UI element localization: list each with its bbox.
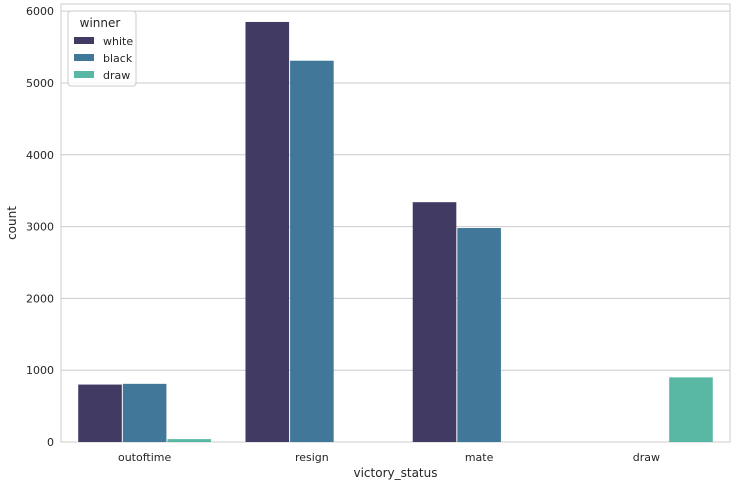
legend-swatch-black (74, 54, 94, 61)
legend-box (67, 10, 137, 87)
legend-swatch-draw (74, 71, 94, 78)
legend-label-draw: draw (103, 69, 130, 82)
bar-white-resign (245, 21, 290, 443)
y-tick-label: 5000 (26, 77, 54, 90)
y-axis-label: count (5, 206, 19, 240)
legend-items: white black draw (74, 35, 133, 82)
bar-black-outoftime (122, 383, 167, 442)
legend-swatch-white (74, 37, 94, 44)
y-tick-label: 4000 (26, 149, 54, 162)
legend-label-white: white (103, 35, 133, 48)
legend-title: winner (80, 16, 121, 30)
y-tick-label: 1000 (26, 364, 54, 377)
bar-draw-draw (669, 377, 713, 442)
x-tick-labels: outoftime resign mate draw (118, 451, 660, 464)
y-tick-label: 0 (47, 436, 54, 449)
bar-black-resign (290, 60, 334, 443)
x-axis-label: victory_status (354, 466, 438, 480)
y-tick-label: 2000 (26, 292, 54, 305)
x-tick-label: draw (633, 451, 660, 464)
legend: winner white black draw (67, 10, 137, 87)
x-tick-label: outoftime (118, 451, 172, 464)
bar-draw-outoftime (167, 439, 212, 442)
y-tick-labels: 0 1000 2000 3000 4000 5000 6000 (26, 5, 54, 449)
gridlines (61, 10, 730, 443)
bar-white-outoftime (78, 384, 122, 442)
bars (78, 21, 713, 443)
plot-frame (60, 3, 731, 443)
bar-black-mate (457, 228, 501, 442)
y-tick-label: 3000 (26, 221, 54, 234)
bar-white-mate (412, 202, 457, 442)
x-tick-label: mate (465, 451, 494, 464)
x-tick-label: resign (295, 451, 329, 464)
y-tick-label: 6000 (26, 5, 54, 18)
legend-label-black: black (103, 52, 133, 65)
